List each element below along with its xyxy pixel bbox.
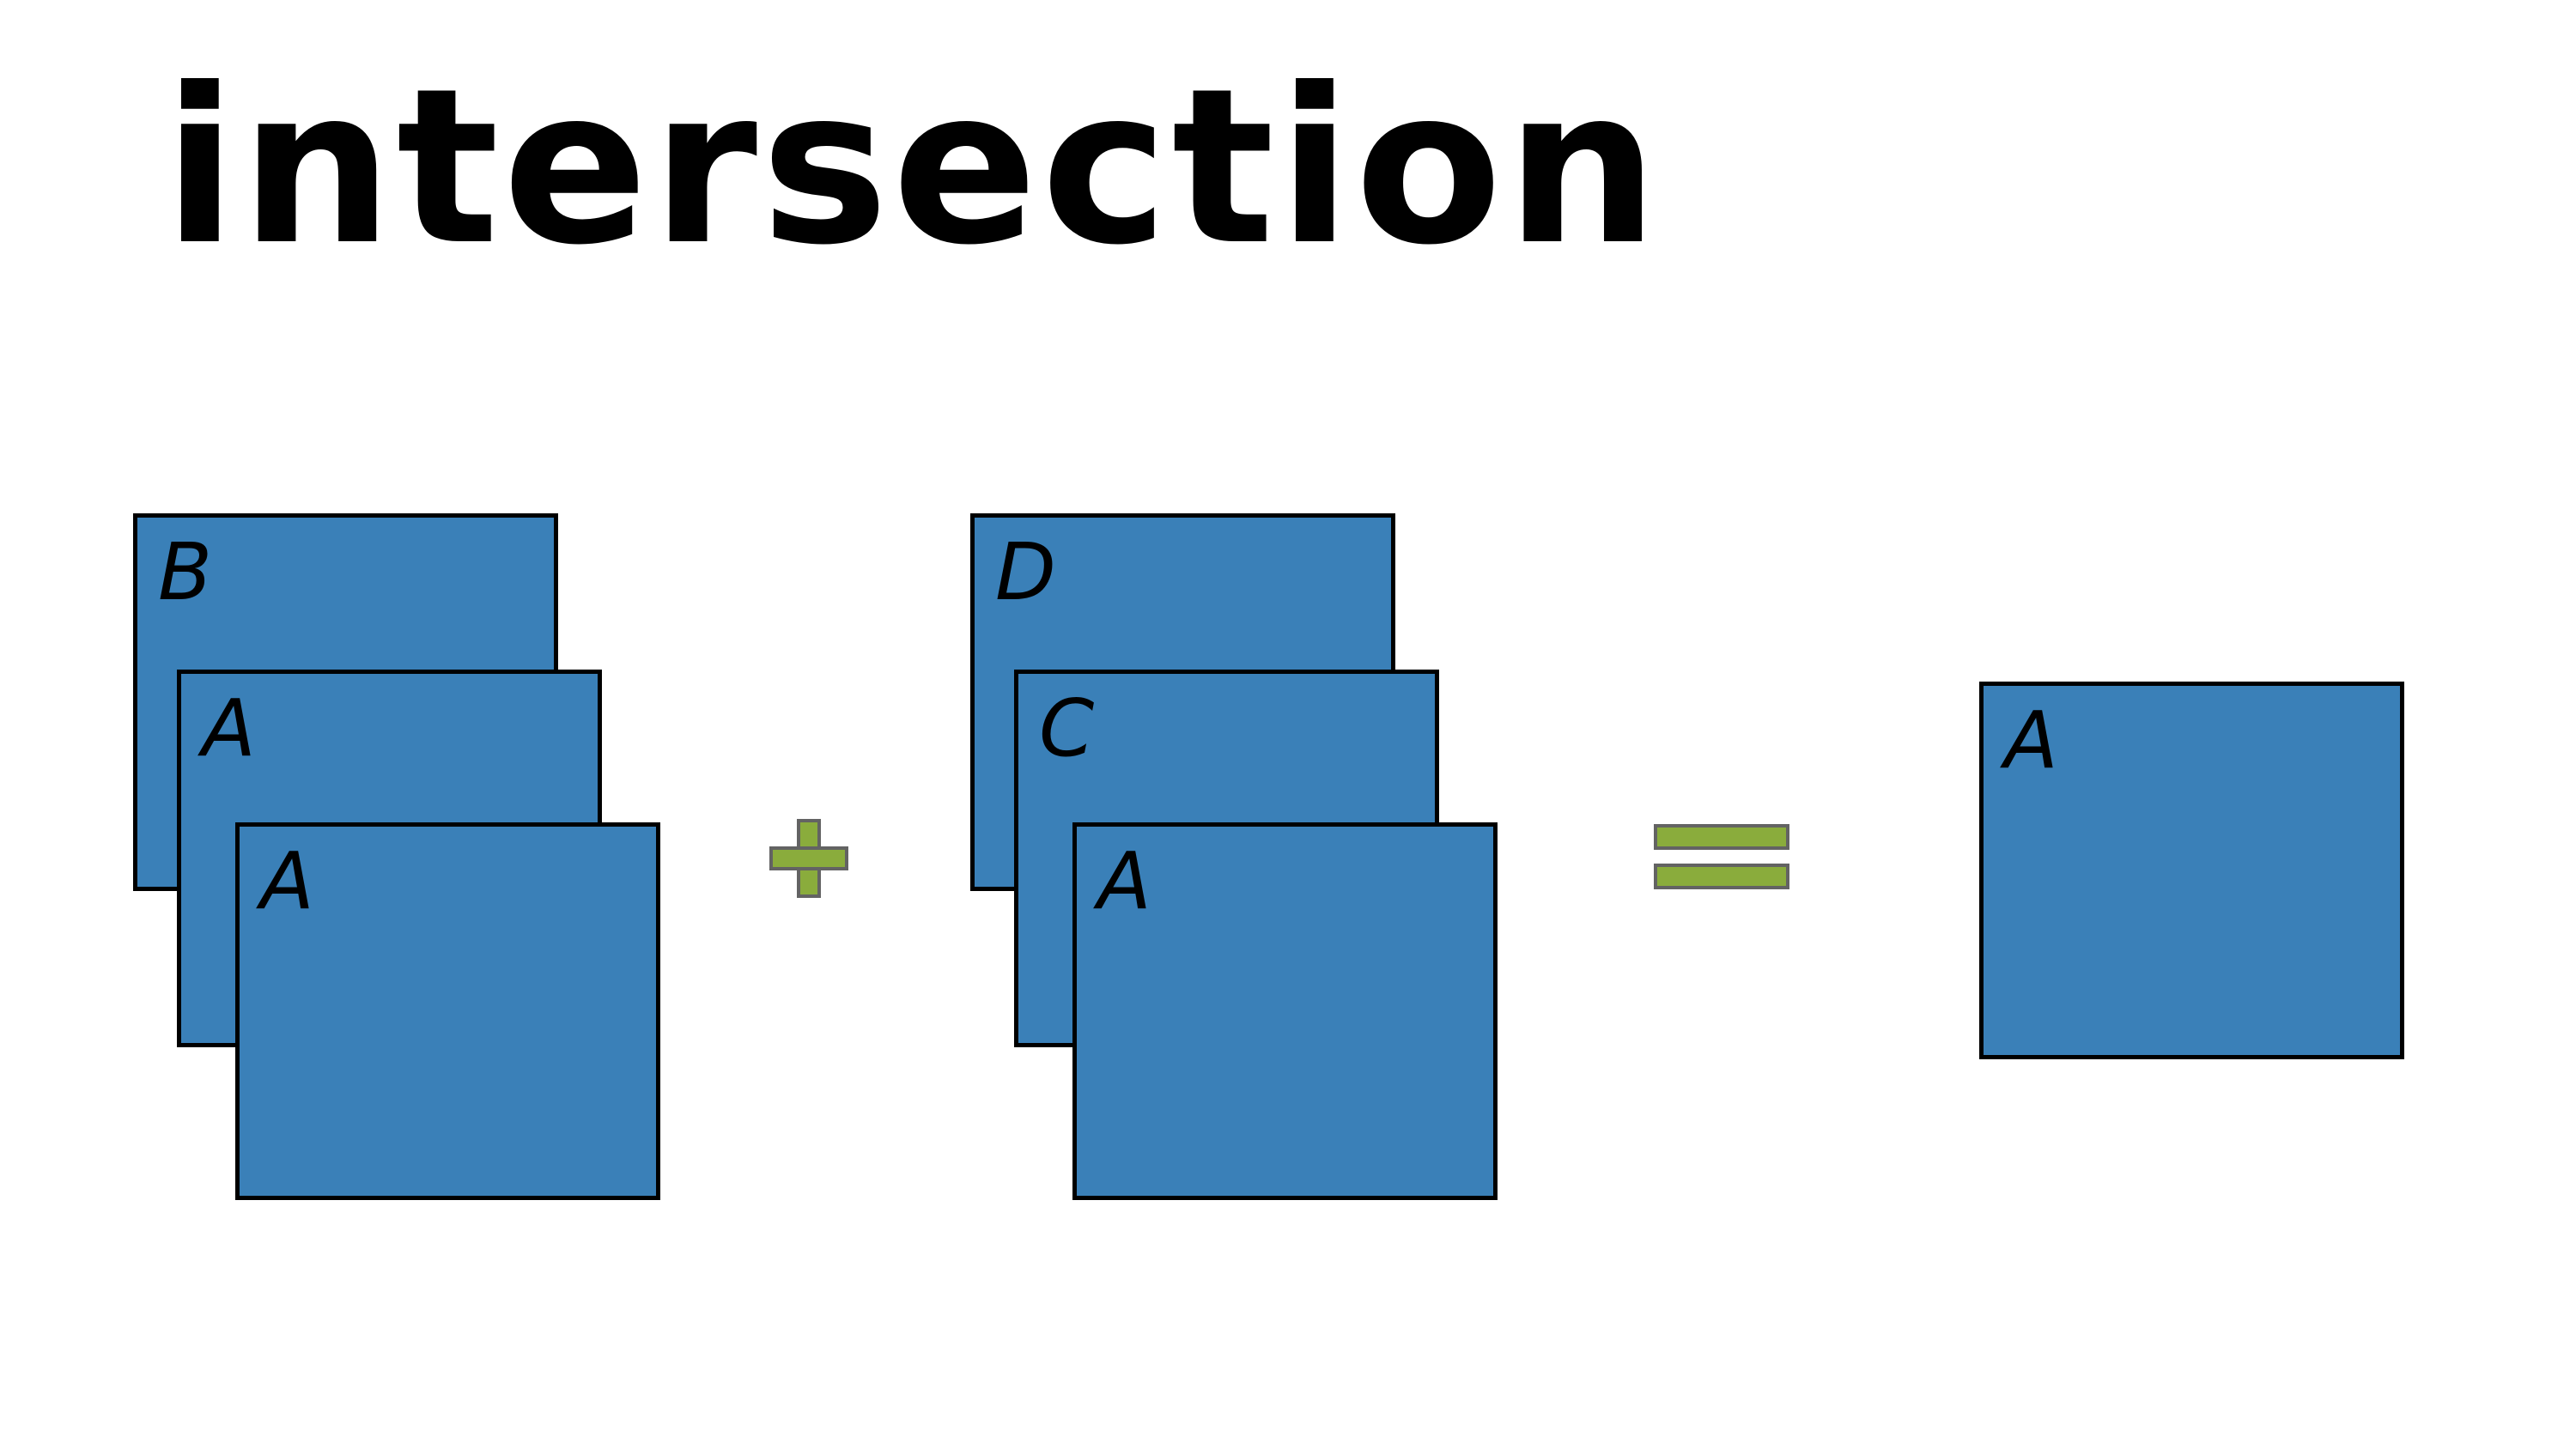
card-label: A	[202, 682, 256, 774]
left-card-front: A	[235, 822, 660, 1200]
card-label: B	[158, 526, 213, 618]
page-title: intersection	[163, 42, 1662, 292]
card-label: A	[2004, 694, 2058, 786]
equals-icon	[1654, 824, 1789, 893]
card-label: C	[1039, 682, 1095, 774]
plus-icon	[769, 819, 848, 898]
card-label: D	[995, 526, 1056, 618]
card-label: A	[1097, 835, 1151, 927]
right-card-front: A	[1072, 822, 1498, 1200]
card-label: A	[260, 835, 314, 927]
result-card: A	[1979, 682, 2404, 1059]
